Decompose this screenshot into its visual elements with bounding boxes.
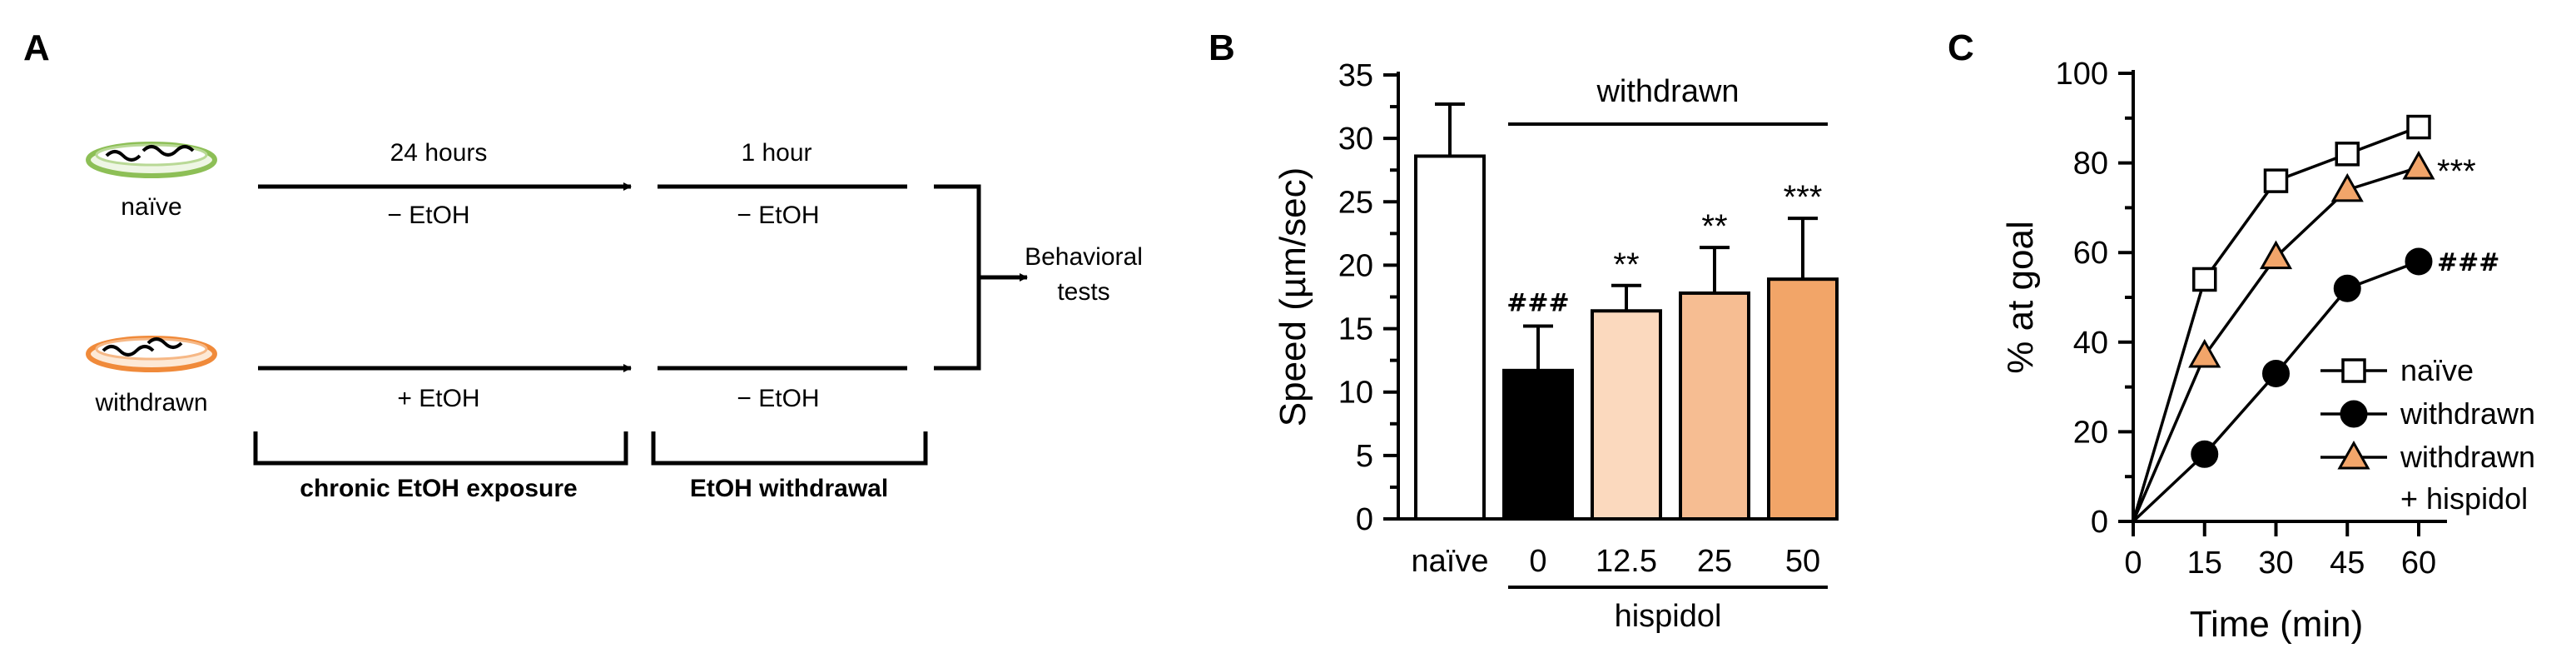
x-tick-label: 45 [2330,546,2365,581]
worm-icon [105,150,141,162]
significance-label: *** [1784,179,1823,216]
withdrawn-plate-icon [86,336,217,372]
panel-c-series: ### *** [2132,114,2499,523]
y-tick-label: 20 [2073,415,2108,450]
exposure-bracket [253,431,628,466]
worm-icon [141,145,195,157]
significance-label: *** [2437,153,2476,190]
hispidol-bracket-label: hispidol [1615,599,1722,634]
data-point [2330,172,2364,202]
x-tick-label: 25 [1697,544,1732,579]
y-axis-title: Speed (µm/sec) [1273,167,1313,426]
legend-label: + hispidol [2400,481,2528,516]
panel-c-letter: C [1948,27,1974,68]
merge-bracket [934,184,981,371]
data-point [2262,359,2290,387]
step2-withdrawn-condition: − EtOH [737,385,819,412]
legend-label: naïve [2400,353,2474,387]
step1-duration: 24 hours [390,139,488,167]
data-point [2405,247,2433,276]
data-point [2406,114,2431,140]
panel-b-axes: 0 5 10 15 20 25 30 35 Speed (µm/sec) [1273,58,1835,537]
bar [1767,277,1839,521]
panel-c-line-chart: C 0 20 40 60 80 100 0 15 30 45 60 Time (min) % at go… [1948,27,2535,645]
x-tick-label: 0 [2124,546,2142,581]
y-tick-label: 30 [1338,122,1373,157]
data-point [2192,267,2217,292]
panel-c-legend: naïve withdrawn withdrawn + hispidol [2320,353,2535,516]
data-point [2333,274,2361,302]
y-tick-label: 100 [2056,57,2108,92]
x-tick-label: naïve [1412,544,1489,579]
bar [1679,291,1750,521]
naive-label: naïve [121,193,181,221]
worm-icon [146,337,183,349]
significance-label: ### [1506,289,1569,318]
x-tick-label: 0 [1529,544,1546,579]
step2-naive-condition: − EtOH [737,202,819,229]
series-line [2132,166,2420,522]
x-tick-label: 50 [1785,544,1820,579]
data-point [2402,150,2435,180]
y-tick-label: 35 [1338,58,1373,93]
y-tick-label: 0 [2091,505,2108,540]
data-point [2188,338,2221,368]
x-tick-label: 30 [2258,546,2293,581]
outcome-line-2: tests [1057,278,1109,306]
y-tick-label: 40 [2073,326,2108,361]
significance-label: ### [2437,248,2499,277]
legend-marker [2337,440,2370,470]
x-tick-label: 60 [2401,546,2436,581]
panel-b-bar-chart: B 0 5 10 15 20 25 30 35 Speed (µm/sec) naïve 0 ###… [1209,27,1839,634]
step2-duration: 1 hour [741,139,812,167]
significance-label: ** [1613,247,1639,283]
x-tick-label: 15 [2187,546,2222,581]
withdrawn-label: withdrawn [94,389,207,416]
bar [1502,368,1574,521]
legend-label: withdrawn [2400,440,2535,474]
legend-label: withdrawn [2400,396,2535,431]
panel-a-letter: A [23,27,50,68]
panel-b-bars [1414,102,1839,521]
y-tick-label: 80 [2073,147,2108,182]
data-point [2191,440,2219,468]
panel-b-labels: naïve 0 ### 12.5 ** 25 ** 50 *** withdrawn hispido… [1412,74,1828,634]
y-tick-label: 20 [1338,248,1373,283]
y-tick-label: 5 [1356,439,1373,474]
step1-withdrawn-condition: + EtOH [397,385,479,412]
bar [1414,154,1486,521]
y-tick-label: 60 [2073,236,2108,271]
panel-c-axes: 0 20 40 60 80 100 0 15 30 45 60 Time (min) % at goal [2000,57,2447,645]
y-axis-title: % at goal [2000,221,2041,373]
panel-a: A naïve withdrawn 24 hours − EtOH + EtOH… [23,27,1143,502]
legend-marker [2341,358,2366,383]
data-point [2263,168,2289,193]
y-tick-label: 0 [1356,502,1373,537]
data-point [2335,142,2360,167]
exposure-bracket-label: chronic EtOH exposure [300,475,577,502]
data-point [2259,240,2293,270]
withdrawal-bracket-label: EtOH withdrawal [690,475,888,502]
legend-marker [2340,400,2368,428]
y-tick-label: 10 [1338,376,1373,411]
panel-b-letter: B [1209,27,1235,68]
bar [1591,309,1662,521]
series-line [2132,260,2420,523]
step1-naive-condition: − EtOH [387,202,469,229]
naive-plate-icon [86,142,217,178]
outcome-line-1: Behavioral [1025,243,1143,271]
worm-icon [102,345,155,356]
y-tick-label: 15 [1338,312,1373,347]
withdrawal-bracket [651,431,928,466]
significance-label: ** [1701,208,1727,245]
y-tick-label: 25 [1338,185,1373,220]
x-axis-title: Time (min) [2190,604,2364,645]
withdrawn-bracket-label: withdrawn [1596,74,1739,109]
x-tick-label: 12.5 [1596,544,1657,579]
